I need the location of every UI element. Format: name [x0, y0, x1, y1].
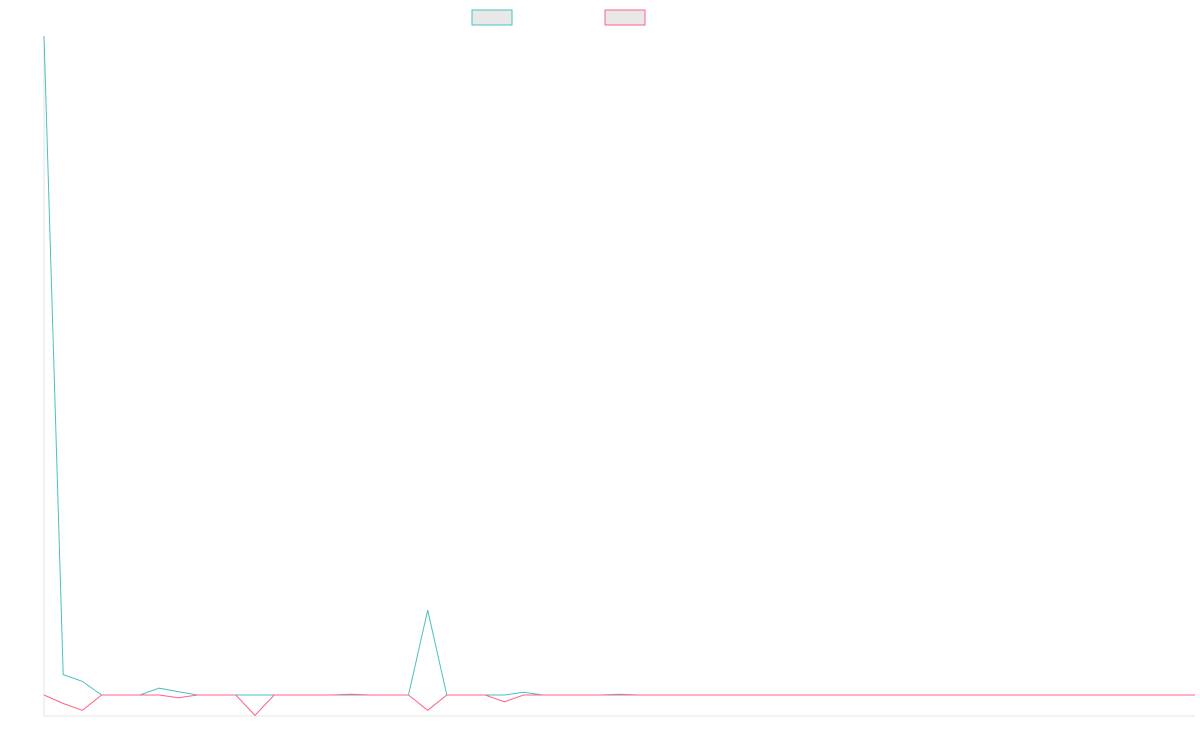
- series-line-2: [43, 693, 1195, 717]
- legend: [471, 9, 646, 26]
- legend-swatch-1[interactable]: [471, 9, 513, 26]
- axes: [43, 36, 1195, 717]
- series-line-1: [43, 35, 1195, 696]
- series-group: [43, 35, 1195, 717]
- legend-swatch-2[interactable]: [604, 9, 646, 26]
